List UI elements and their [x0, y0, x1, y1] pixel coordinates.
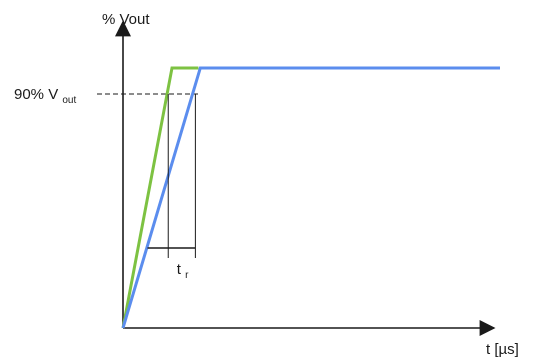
x-axis-label: t [µs] [486, 341, 519, 358]
reference-label-sub: out [62, 95, 76, 106]
rise-time-label: t r [177, 261, 189, 281]
series-line-green [121, 66, 199, 329]
reference-label-main: 90% V [14, 86, 58, 103]
series-line-blue [121, 66, 500, 329]
reference-label: 90% V out [14, 86, 76, 106]
rise-time-label-sub: r [185, 270, 189, 281]
y-axis-label: % Vout [102, 11, 150, 28]
rise-time-label-main: t [177, 261, 182, 278]
